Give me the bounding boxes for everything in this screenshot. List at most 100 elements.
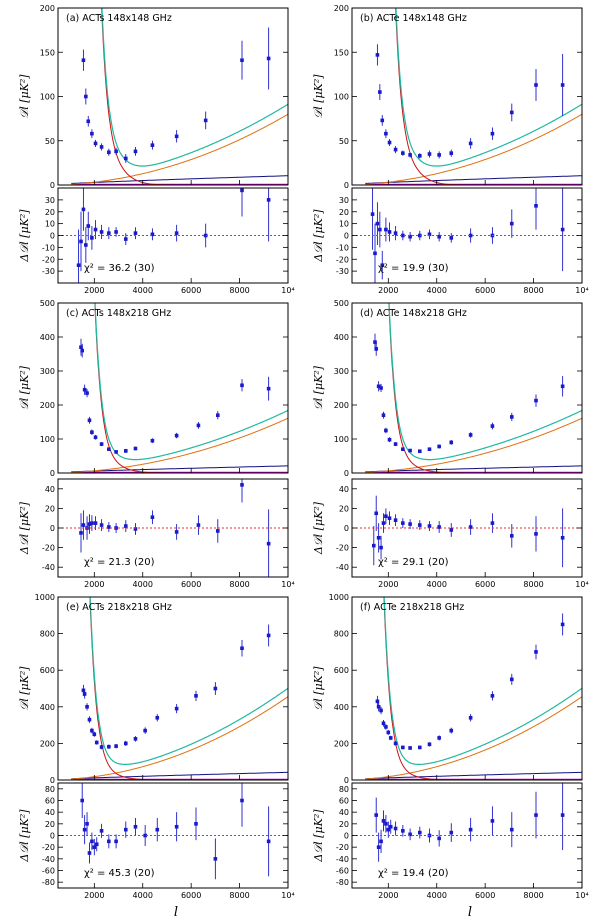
residual-point <box>79 239 83 244</box>
x-tick-label: 2000 <box>378 580 398 589</box>
data-point <box>99 145 104 149</box>
data-point <box>388 736 393 740</box>
chi2-label: χ² = 19.4 (20) <box>378 868 449 879</box>
plot-frame <box>351 596 583 781</box>
cmb-curve <box>395 8 582 185</box>
data-point <box>93 141 98 146</box>
x-tick-label: 10⁴ <box>575 286 588 295</box>
residual-point <box>266 541 271 546</box>
data-point <box>174 706 179 711</box>
residual-point <box>449 830 454 835</box>
residual-point <box>437 234 441 239</box>
x-tick-label: 6000 <box>181 891 201 900</box>
data-point <box>87 418 92 423</box>
resid-y-tick-label: 20 <box>339 820 349 829</box>
x-tick-label: 2000 <box>84 286 104 295</box>
residual-point <box>93 227 98 232</box>
residual-point <box>534 532 538 536</box>
y-tick-label: 600 <box>334 666 349 675</box>
residual-point <box>408 234 412 239</box>
data-point <box>534 650 538 654</box>
residual-point <box>379 545 383 550</box>
resid-y-tick-label: 60 <box>45 797 55 806</box>
residual-point <box>417 523 422 527</box>
resid-y-tick-label: -40 <box>42 563 55 572</box>
y-tick-label: 0 <box>50 469 55 478</box>
residual-point <box>107 525 111 529</box>
data-point <box>99 745 104 749</box>
x-tick-label: 6000 <box>181 286 201 295</box>
poisson-source-curve <box>365 696 582 780</box>
resid-y-tick-label: 80 <box>45 785 55 794</box>
residual-point <box>155 827 160 832</box>
data-point <box>380 118 385 123</box>
resid-y-axis-label: Δ𝒟l [μK²] <box>312 501 325 555</box>
resid-y-tick-label: -40 <box>336 563 349 572</box>
data-point <box>90 430 94 434</box>
x-tick-label: 6000 <box>475 891 495 900</box>
x-tick-label: 4000 <box>427 286 447 295</box>
residual-points <box>80 783 271 880</box>
x-tick-label: 4000 <box>133 891 153 900</box>
residual-point <box>114 526 118 530</box>
data-point <box>94 740 99 745</box>
residual-point <box>133 527 138 531</box>
data-point <box>490 131 495 136</box>
residual-point <box>76 263 81 267</box>
plot-frame <box>57 302 289 474</box>
model-curves <box>365 597 582 780</box>
residual-point <box>379 839 383 844</box>
y-tick-label: 400 <box>334 703 349 712</box>
y-tick-label: 400 <box>40 333 55 342</box>
data-point <box>266 386 271 391</box>
residual-points <box>370 188 565 283</box>
data-point <box>196 423 201 428</box>
residual-point <box>417 830 422 835</box>
clustered-source-curve <box>71 175 288 184</box>
data-point <box>90 728 94 733</box>
x-tick-label: 8000 <box>229 891 249 900</box>
data-point <box>381 721 386 726</box>
data-point <box>99 442 104 446</box>
resid-y-tick-label: 10 <box>45 220 55 229</box>
x-tick-label: 10⁴ <box>281 286 294 295</box>
y-tick-label: 200 <box>40 739 55 748</box>
data-point <box>509 677 514 682</box>
y-tick-label: 600 <box>40 666 55 675</box>
data-point <box>374 347 379 351</box>
data-point <box>123 741 128 746</box>
data-point <box>386 730 391 735</box>
data-point <box>84 94 88 99</box>
y-tick-label: 100 <box>40 435 55 444</box>
data-point <box>174 433 179 438</box>
y-tick-label: 1000 <box>35 593 55 602</box>
y-tick-label: 0 <box>344 181 349 190</box>
residual-point <box>87 851 92 855</box>
data-point <box>427 152 432 156</box>
resid-y-tick-label: -10 <box>336 243 349 252</box>
x-tick-label: 6000 <box>181 580 201 589</box>
residual-point <box>215 529 220 533</box>
clustered-source-curve <box>365 465 582 473</box>
data-point <box>408 153 412 157</box>
y-tick-label: 150 <box>334 48 349 57</box>
residual-point <box>99 523 104 527</box>
clustered-source-curve <box>365 175 582 184</box>
residual-point <box>114 839 118 844</box>
y-tick-label: 1000 <box>329 593 349 602</box>
residual-point <box>437 525 441 529</box>
chi2-label: χ² = 21.3 (20) <box>84 557 155 568</box>
resid-y-tick-label: 40 <box>45 485 55 494</box>
data-point <box>82 692 87 696</box>
data-points <box>79 338 271 454</box>
residual-point <box>384 227 388 232</box>
y-tick-label: 0 <box>50 776 55 785</box>
data-point <box>534 83 538 87</box>
data-point <box>155 715 160 720</box>
x-tick-label: 10⁴ <box>281 580 294 589</box>
residual-point <box>374 813 379 817</box>
resid-y-tick-label: 0 <box>344 832 349 841</box>
data-point <box>373 340 377 344</box>
